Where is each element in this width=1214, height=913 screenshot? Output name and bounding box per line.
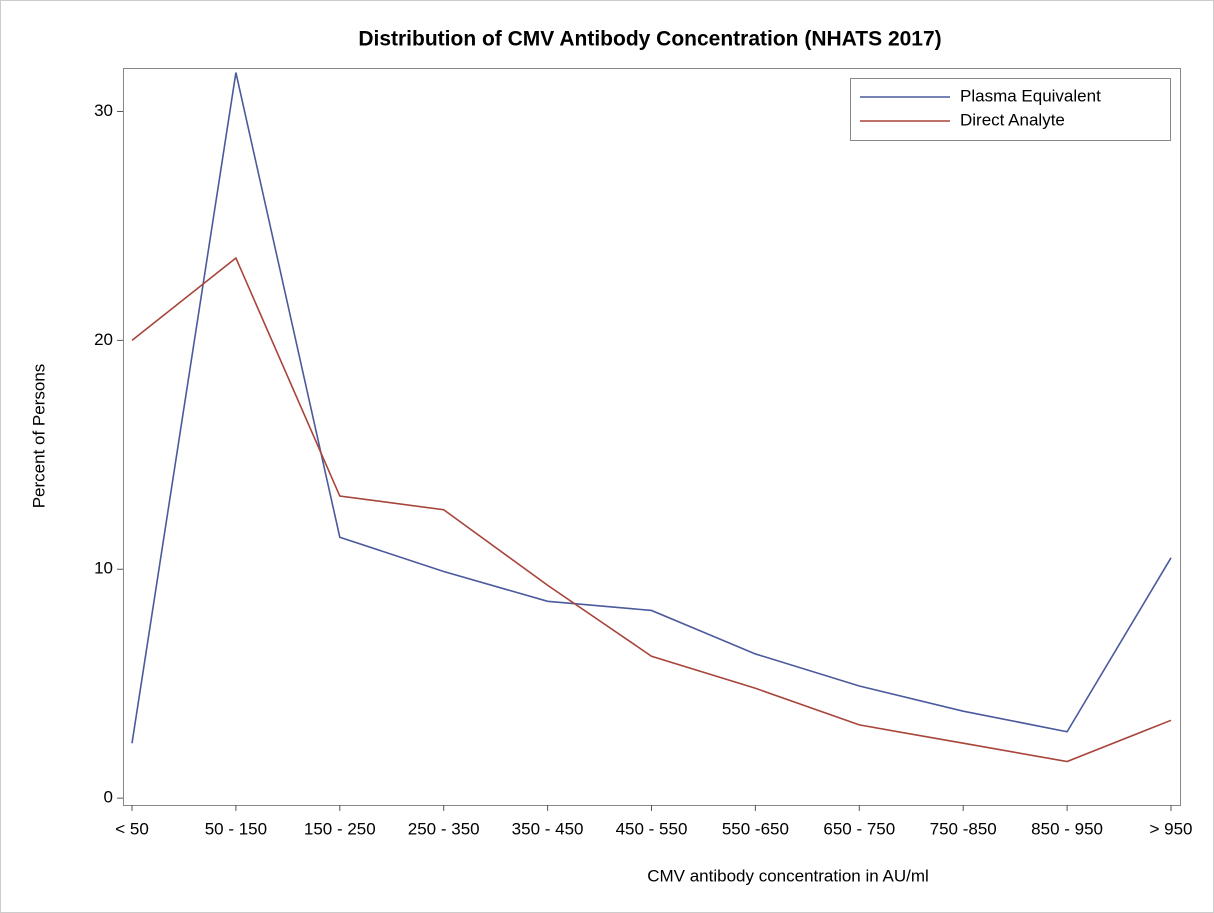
x-tick-label: 550 -650 bbox=[722, 819, 789, 838]
y-tick-label: 20 bbox=[94, 330, 113, 349]
legend-label: Direct Analyte bbox=[960, 110, 1065, 129]
legend-box bbox=[850, 78, 1171, 141]
y-axis-label: Percent of Persons bbox=[29, 364, 48, 509]
y-tick-label: 10 bbox=[94, 559, 113, 578]
y-tick-label: 30 bbox=[94, 101, 113, 120]
x-tick-label: 350 - 450 bbox=[512, 819, 584, 838]
legend-label: Plasma Equivalent bbox=[960, 86, 1101, 105]
series-line bbox=[131, 256, 1172, 763]
x-tick-label: 50 - 150 bbox=[205, 819, 267, 838]
y-tick-label: 0 bbox=[104, 788, 113, 807]
x-tick-label: 850 - 950 bbox=[1031, 819, 1103, 838]
x-tick-label: 650 - 750 bbox=[823, 819, 895, 838]
x-tick-label: 150 - 250 bbox=[304, 819, 376, 838]
x-tick-label: 750 -850 bbox=[930, 819, 997, 838]
chart-title: Distribution of CMV Antibody Concentrati… bbox=[358, 28, 941, 51]
series-line bbox=[131, 72, 1172, 744]
x-tick-label: > 950 bbox=[1149, 819, 1192, 838]
x-axis-label: CMV antibody concentration in AU/ml bbox=[647, 866, 929, 885]
x-tick-label: < 50 bbox=[115, 819, 149, 838]
x-tick-label: 450 - 550 bbox=[616, 819, 688, 838]
x-tick-label: 250 - 350 bbox=[408, 819, 480, 838]
